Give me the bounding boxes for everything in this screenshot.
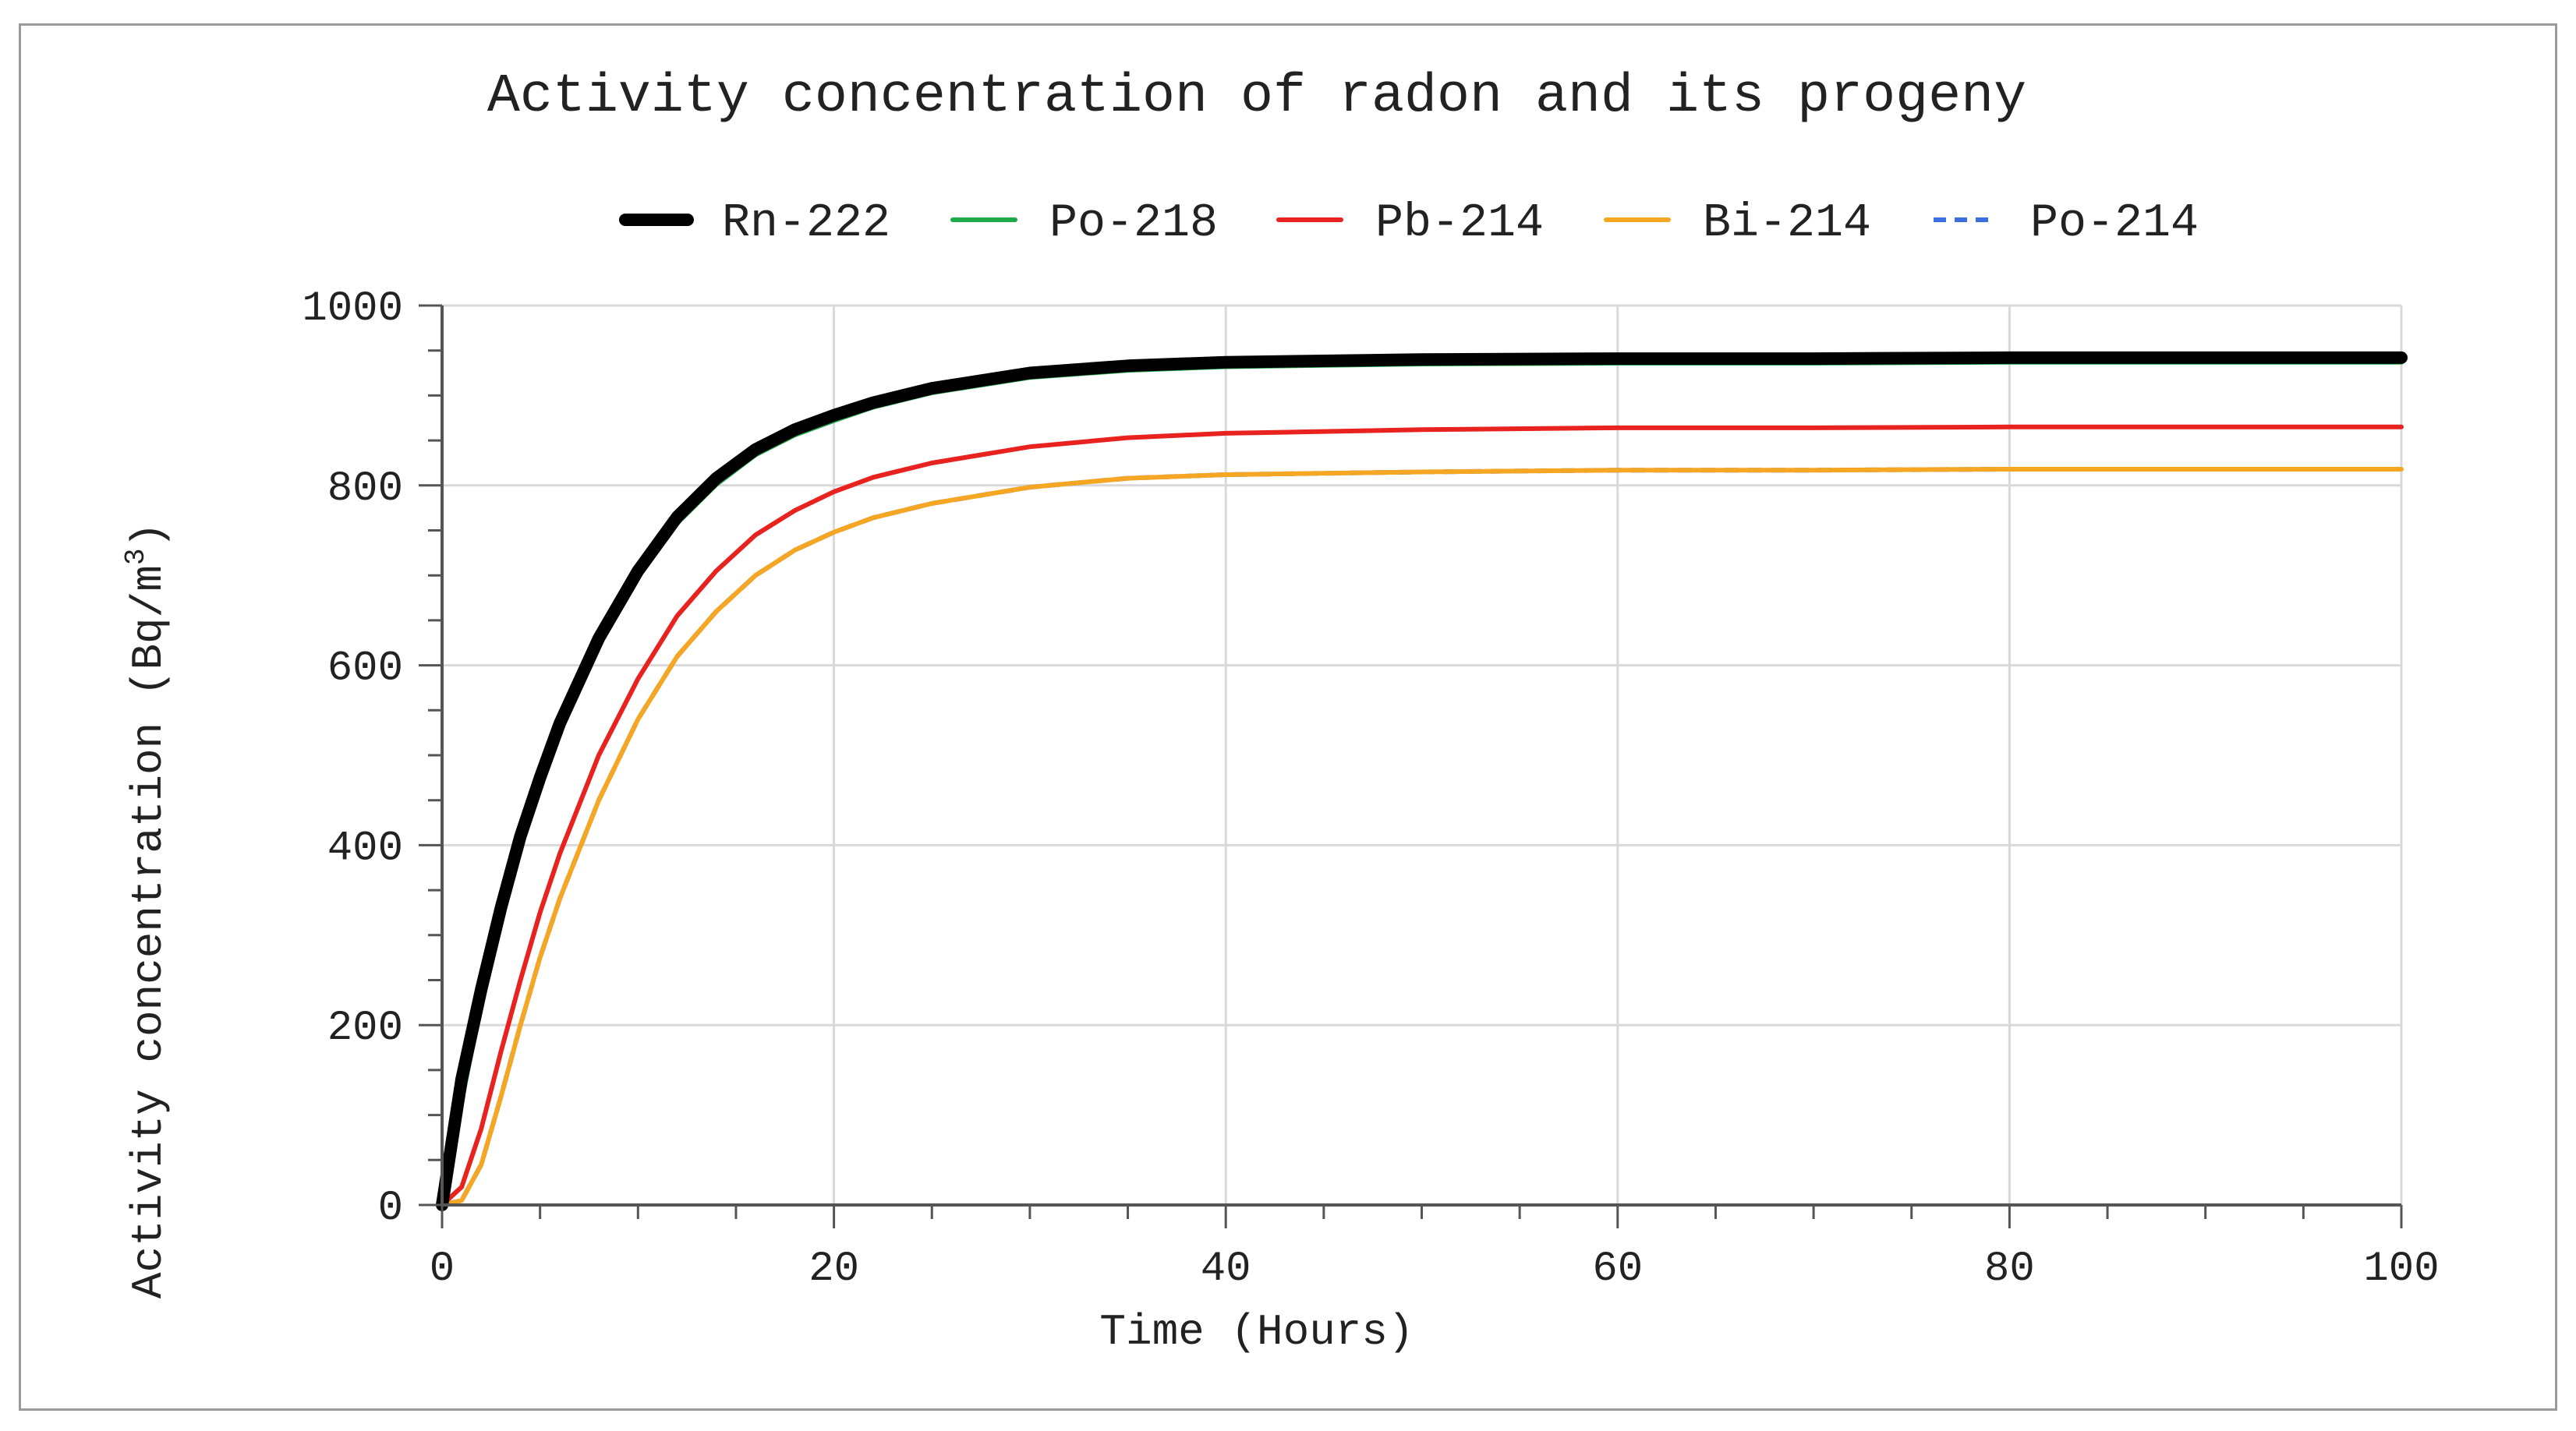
- grid: [442, 304, 2403, 1205]
- y-axis-label-main: Activity concentration (Bq/m: [124, 565, 174, 1298]
- x-tick-label-5: 100: [2363, 1246, 2439, 1293]
- series-line-pb-214: [440, 424, 2404, 1207]
- series-line-bi-214: [440, 467, 2404, 1207]
- y-tick-label-1: 200: [327, 1005, 403, 1052]
- x-axis-label: Time (Hours): [1099, 1307, 1414, 1357]
- legend-label-pb-214: Pb-214: [1375, 197, 1544, 250]
- legend-label-rn-222: Rn-222: [722, 197, 890, 250]
- y-tick-label-4: 800: [327, 465, 403, 513]
- x-tick-label-0: 0: [430, 1246, 455, 1293]
- y-axis-label: Activity concentration (Bq/m3): [120, 522, 174, 1298]
- series-line-rn-222: [436, 351, 2408, 1211]
- legend: Rn-222 Po-218 Pb-214 Bi-214 Po-214: [619, 197, 2199, 250]
- series-line-po-218: [440, 359, 2404, 1207]
- series-line-po-214: [441, 467, 2401, 1207]
- legend-label-po-218: Po-218: [1049, 197, 1218, 250]
- y-axis-label-superscript: 3: [120, 549, 152, 566]
- y-tick-label-3: 600: [327, 645, 403, 693]
- chart-title: Activity concentration of radon and its …: [487, 66, 2026, 128]
- x-tick-label-2: 40: [1201, 1246, 1251, 1293]
- y-axis-label-close: ): [124, 522, 174, 549]
- legend-label-bi-214: Bi-214: [1703, 197, 1871, 250]
- y-tick-label-0: 0: [378, 1185, 403, 1232]
- y-tick-label-2: 400: [327, 825, 403, 872]
- y-tick-label-5: 1000: [302, 285, 403, 333]
- axes: [441, 306, 2401, 1207]
- x-tick-label-4: 80: [1984, 1246, 2035, 1293]
- series-layer: [436, 351, 2408, 1211]
- x-tick-label-1: 20: [809, 1246, 859, 1293]
- x-tick-label-3: 60: [1592, 1246, 1643, 1293]
- legend-label-po-214: Po-214: [2030, 197, 2199, 250]
